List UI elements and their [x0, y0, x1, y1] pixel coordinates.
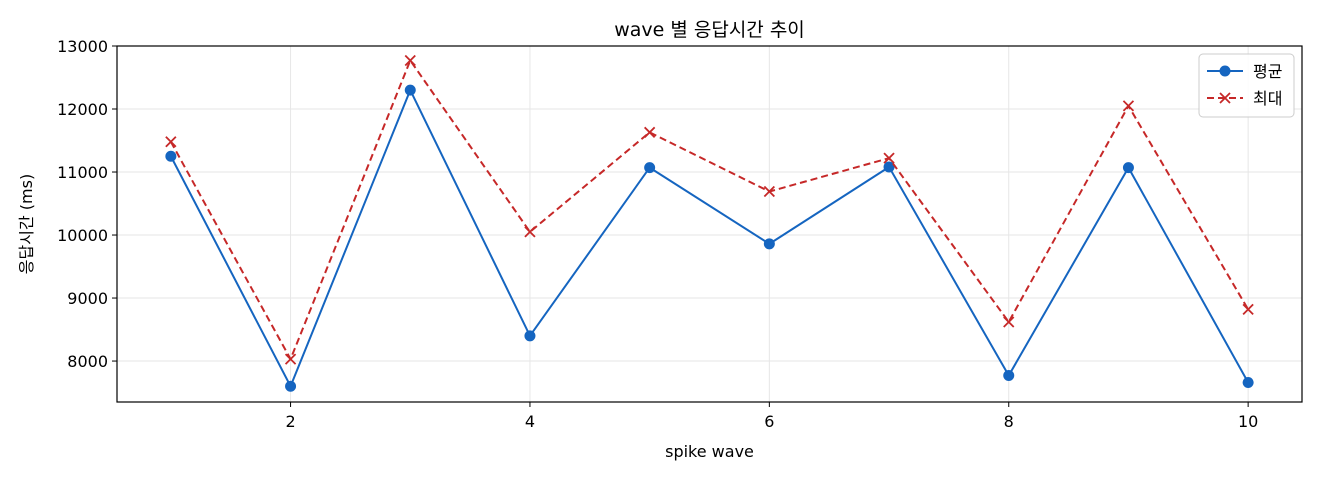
- series-layer: [165, 54, 1254, 392]
- y-tick-label: 9000: [67, 289, 108, 308]
- chart-title: wave 별 응답시간 추이: [614, 19, 805, 41]
- data-point: [1122, 100, 1135, 112]
- data-point: [1003, 316, 1015, 328]
- data-point: [524, 330, 536, 342]
- legend-marker: [1219, 92, 1231, 104]
- data-point: [284, 353, 297, 365]
- legend-label: 평균: [1253, 62, 1282, 81]
- data-point: [1242, 303, 1254, 316]
- data-point: [285, 380, 297, 392]
- data-point: [524, 226, 536, 238]
- y-tick-label: 8000: [67, 352, 108, 371]
- data-point: [165, 136, 177, 148]
- x-tick-label: 6: [764, 412, 774, 431]
- data-point: [883, 152, 895, 164]
- y-axis-label: 응답시간 (ms): [17, 174, 36, 274]
- x-axis-label: spike wave: [665, 442, 754, 461]
- data-point: [883, 161, 895, 173]
- y-tick-label: 11000: [57, 163, 108, 182]
- x-tick-label: 8: [1004, 412, 1014, 431]
- data-point: [1242, 376, 1254, 388]
- axis-ticks: 2 4 6 8 10 8000 9000 10000 11000 12000 13000: [57, 37, 1258, 431]
- series-line: [169, 89, 1250, 388]
- data-point: [763, 238, 775, 250]
- data-point: [1003, 370, 1015, 382]
- series-1: [165, 54, 1254, 365]
- data-point: [1122, 162, 1134, 174]
- data-point: [644, 126, 656, 138]
- x-tick-label: 2: [285, 412, 295, 431]
- legend-label: 최대: [1253, 89, 1282, 108]
- data-point: [404, 84, 416, 96]
- data-point: [404, 54, 416, 67]
- legend-entry: 평균: [1207, 62, 1282, 81]
- x-tick-label: 4: [525, 412, 535, 431]
- y-tick-label: 10000: [57, 226, 108, 245]
- series-0: [165, 84, 1254, 392]
- x-tick-label: 10: [1238, 412, 1258, 431]
- data-point: [165, 150, 177, 162]
- data-point: [763, 185, 775, 198]
- series-line: [169, 59, 1249, 361]
- y-tick-label: 13000: [57, 37, 108, 56]
- legend-marker: [1219, 65, 1231, 77]
- y-tick-label: 12000: [57, 100, 108, 119]
- legend-entry: 최대: [1207, 89, 1282, 108]
- data-point: [644, 162, 656, 174]
- plot-frame: [116, 45, 1303, 403]
